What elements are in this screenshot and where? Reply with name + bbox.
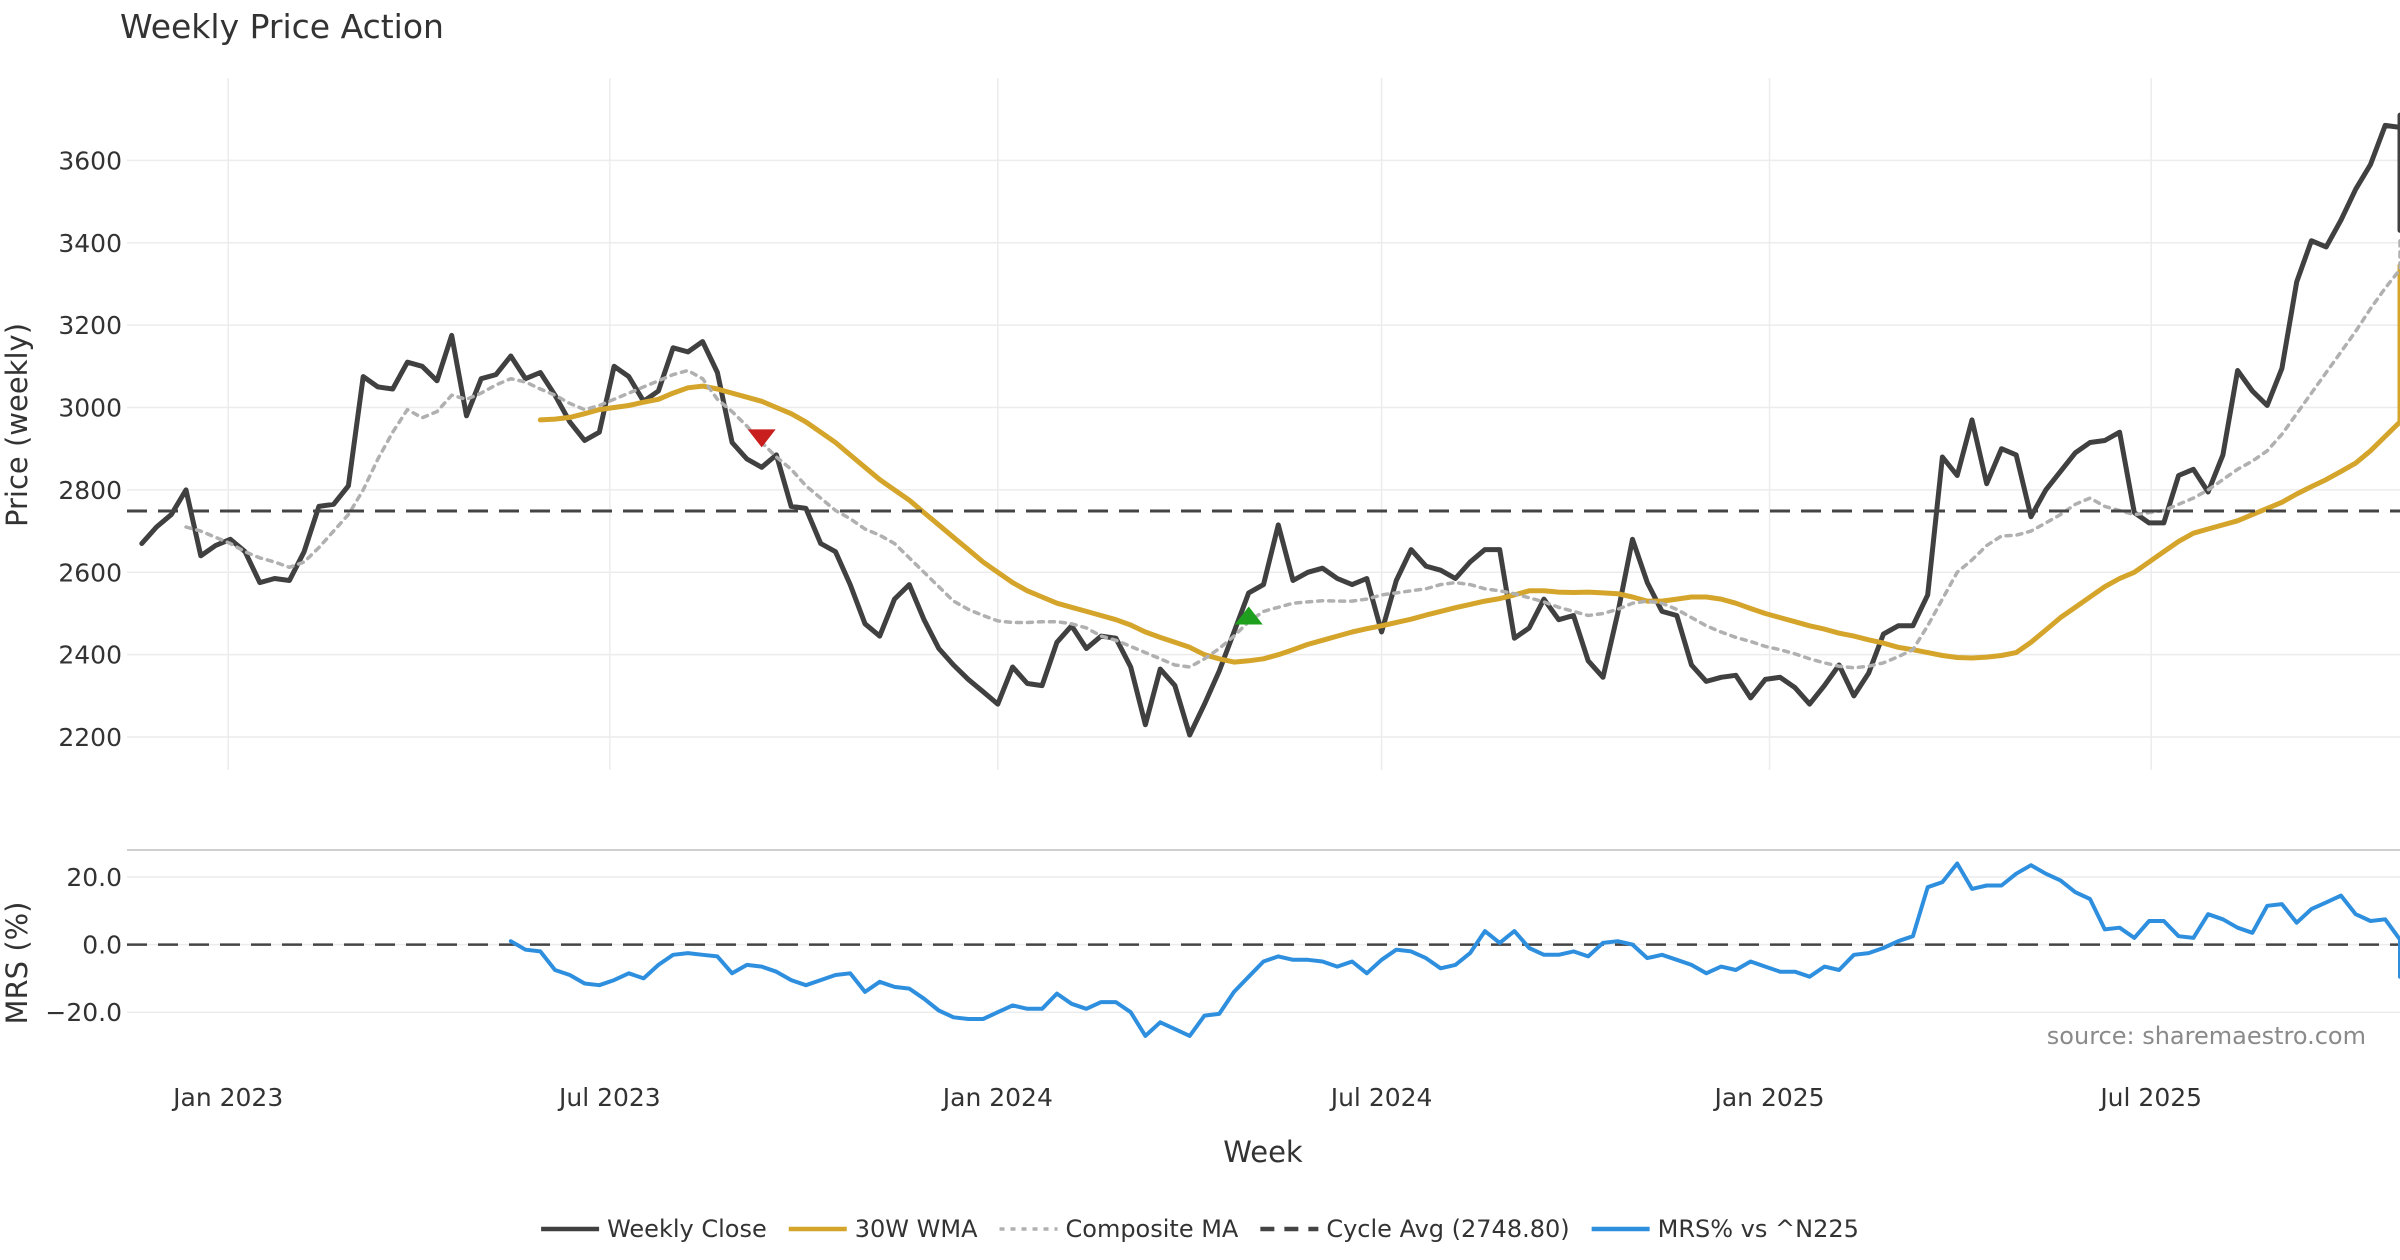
buy-signal-marker xyxy=(1234,606,1263,625)
y-tick-label: 2600 xyxy=(58,558,122,587)
sell-signal-marker xyxy=(747,429,776,448)
legend-label: 30W WMA xyxy=(855,1215,978,1243)
x-tick-label: Jan 2024 xyxy=(941,1083,1053,1112)
y-tick-label: 0.0 xyxy=(82,931,122,960)
chart-title: Weekly Price Action xyxy=(120,7,444,46)
x-tick-label: Jan 2023 xyxy=(171,1083,283,1112)
x-axis: Jan 2023 Jul 2023 Jan 2024 Jul 2024 Jan 2025… xyxy=(171,1083,2202,1112)
price-panel: 2200 2400 2600 2800 3000 3200 3400 3600 xyxy=(58,78,2400,770)
x-tick-label: Jan 2025 xyxy=(1712,1083,1824,1112)
y-tick-label: 3600 xyxy=(58,146,122,175)
composite-ma-line xyxy=(184,238,2400,670)
y-tick-label: 2200 xyxy=(58,723,122,752)
mrs-axis-label: MRS (%) xyxy=(0,902,34,1025)
mrs-vs-n225-line xyxy=(508,861,2400,1038)
price-axis-label: Price (weekly) xyxy=(0,323,34,527)
y-tick-label: 2800 xyxy=(58,476,122,505)
legend-label: MRS% vs ^N225 xyxy=(1658,1215,1859,1243)
x-tick-label: Jul 2024 xyxy=(1329,1083,1433,1112)
y-tick-label: 3000 xyxy=(58,394,122,423)
legend-label: Composite MA xyxy=(1066,1215,1239,1243)
y-tick-label: 20.0 xyxy=(66,863,122,892)
source-note: source: sharemaestro.com xyxy=(2047,1022,2366,1050)
30w-wma-line xyxy=(537,262,2400,665)
y-tick-label: −20.0 xyxy=(45,998,122,1027)
y-tick-label: 2400 xyxy=(58,641,122,670)
mrs-panel: 20.0 0.0 −20.0 xyxy=(45,849,2400,1038)
y-tick-label: 3200 xyxy=(58,311,122,340)
x-tick-label: Jul 2025 xyxy=(2098,1083,2202,1112)
legend-label: Weekly Close xyxy=(607,1215,767,1243)
legend: Weekly Close 30W WMA Composite MA Cycle Avg… xyxy=(541,1215,1859,1243)
x-tick-label: Jul 2023 xyxy=(557,1083,661,1112)
weekly-close-line xyxy=(139,112,2400,738)
y-tick-label: 3400 xyxy=(58,229,122,258)
legend-label: Cycle Avg (2748.80) xyxy=(1326,1215,1569,1243)
x-axis-label: Week xyxy=(1223,1135,1303,1169)
